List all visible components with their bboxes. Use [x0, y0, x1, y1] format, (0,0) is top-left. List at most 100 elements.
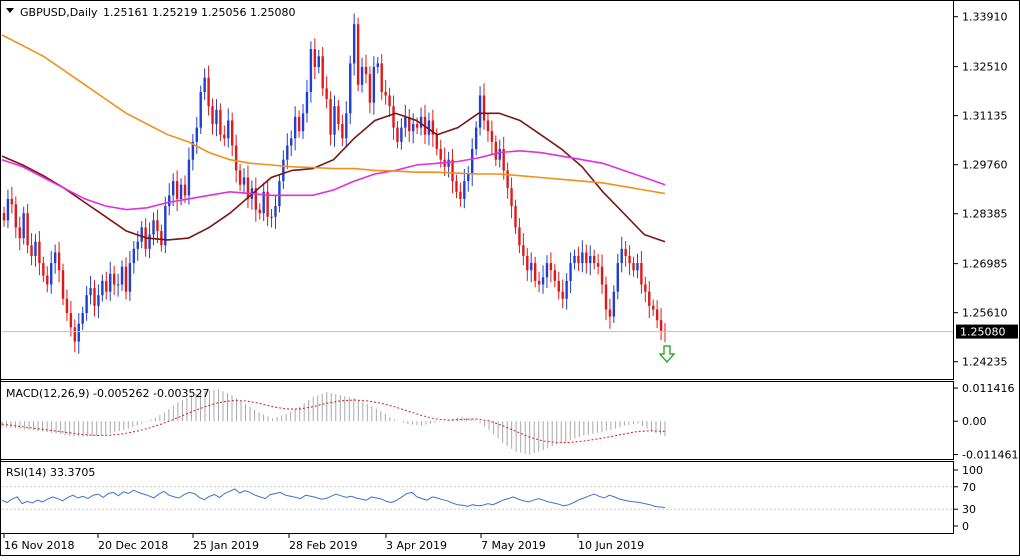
candle-body	[234, 145, 238, 171]
candle-body	[183, 184, 187, 196]
candle-body	[203, 77, 206, 92]
candle-body	[61, 270, 65, 299]
candle	[431, 109, 435, 147]
candle	[486, 112, 490, 142]
candle-body	[514, 206, 517, 228]
candle	[278, 174, 281, 213]
candle	[612, 285, 616, 324]
candle-body	[282, 159, 285, 182]
candle	[85, 285, 88, 321]
candle-body	[435, 134, 438, 149]
candle-body	[199, 91, 202, 128]
candle-body	[518, 227, 521, 246]
candle	[640, 250, 643, 294]
candle-body	[349, 63, 352, 114]
candle	[73, 319, 77, 353]
candle-body	[93, 288, 96, 306]
candle	[384, 79, 387, 105]
candle-body	[620, 248, 623, 264]
candle-body	[569, 263, 572, 281]
candle	[262, 182, 265, 222]
candle	[502, 136, 505, 180]
candle-body	[301, 113, 305, 132]
candle-body	[321, 56, 324, 89]
macd-tick-label: 0.00	[962, 415, 987, 428]
candle-body	[400, 127, 403, 142]
candle	[124, 257, 128, 300]
candle-body	[242, 177, 246, 185]
candle-body	[427, 120, 431, 135]
candle-body	[231, 120, 234, 146]
macd-panel[interactable]	[0, 381, 954, 460]
candle	[93, 280, 96, 317]
candle	[404, 104, 407, 137]
candle	[624, 240, 627, 267]
candle	[65, 289, 69, 321]
candle	[435, 128, 438, 156]
rsi-tick-label: 30	[962, 503, 976, 516]
candle	[396, 121, 399, 149]
candle	[518, 218, 521, 254]
candle-body	[10, 198, 14, 205]
rsi-panel[interactable]	[0, 461, 954, 534]
candle-body	[333, 106, 336, 135]
candle	[219, 103, 222, 142]
candle-body	[81, 313, 84, 324]
ma-mid-line	[1, 149, 666, 211]
candle	[81, 306, 84, 331]
candle-body	[522, 245, 525, 256]
candle-body	[632, 263, 635, 271]
candle	[274, 195, 277, 229]
candle-body	[557, 280, 560, 292]
candle	[463, 168, 466, 209]
candle	[258, 203, 261, 220]
rsi-tick-label: 100	[962, 464, 983, 477]
price-tick-label: 1.33910	[962, 11, 1008, 24]
candle	[565, 273, 568, 310]
candle	[408, 109, 411, 142]
candle	[112, 265, 116, 296]
macd-tick-label: -0.011461	[962, 449, 1018, 462]
candle-body	[624, 248, 627, 256]
candle-body	[392, 106, 395, 128]
candle-body	[589, 255, 592, 264]
candle-body	[262, 191, 265, 214]
price-panel[interactable]	[0, 0, 954, 380]
candle	[254, 177, 258, 222]
candle	[360, 57, 364, 93]
candle-body	[549, 263, 553, 271]
candle-body	[65, 298, 69, 314]
candle-body	[160, 231, 163, 246]
candle-body	[372, 66, 376, 103]
candle	[140, 221, 143, 249]
candle	[620, 236, 623, 273]
candle-body	[18, 227, 21, 239]
candle-body	[14, 204, 18, 228]
candle	[459, 182, 462, 207]
candle-body	[577, 255, 580, 264]
candle	[577, 246, 580, 271]
candle	[380, 54, 383, 100]
candle	[372, 56, 376, 115]
candle-body	[266, 191, 269, 217]
candle-body	[648, 291, 651, 306]
candle-body	[337, 106, 340, 125]
candle	[478, 86, 482, 136]
candle-body	[628, 255, 631, 264]
candle-body	[195, 127, 198, 142]
symbol-dropdown-icon[interactable]	[6, 8, 14, 13]
candle	[356, 17, 360, 92]
candle	[215, 99, 218, 137]
candle	[419, 107, 423, 136]
candle-body	[659, 320, 663, 331]
candle	[69, 300, 73, 337]
candle-body	[191, 141, 195, 160]
candle-body	[85, 295, 88, 314]
candle	[109, 261, 112, 301]
candle	[506, 162, 509, 199]
candle-body	[380, 63, 383, 92]
candle-body	[411, 124, 415, 132]
candle	[101, 274, 104, 302]
time-axis: 16 Nov 2018 20 Dec 2018 25 Jan 2019 28 Feb …	[3, 534, 644, 552]
